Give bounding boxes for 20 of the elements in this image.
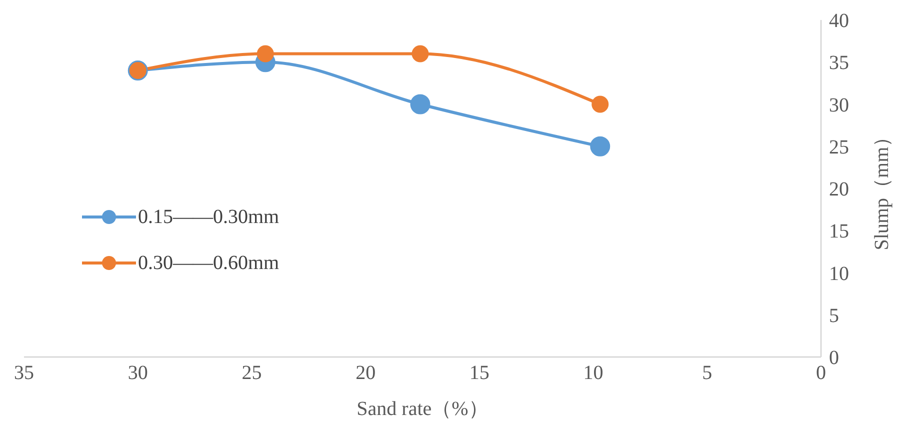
y-tick-label: 20 (829, 178, 849, 201)
x-tick-label: 20 (356, 362, 376, 384)
x-tick-label: 5 (702, 362, 712, 384)
x-tick-label: 35 (14, 362, 34, 384)
y-tick-label: 10 (829, 262, 849, 285)
y-tick-label: 35 (829, 52, 849, 74)
y-tick-label: 25 (829, 136, 849, 158)
y-tick-label: 30 (829, 94, 849, 116)
y-tick-label: 40 (829, 10, 849, 32)
x-tick-label: 10 (583, 362, 604, 384)
legend-label: 0.30——0.60mm (138, 252, 280, 274)
x-tick-label: 15 (469, 362, 490, 384)
y-axis-title: Slump（mm） (871, 126, 894, 250)
legend-label: 0.15——0.30mm (138, 206, 280, 228)
y-tick-label: 15 (829, 220, 849, 243)
y-tick-label: 0 (829, 347, 839, 370)
x-tick-label: 25 (242, 362, 262, 384)
x-tick-label: 30 (128, 362, 148, 384)
x-axis-title: Sand rate（%） (356, 398, 488, 420)
y-tick-label: 5 (829, 304, 839, 327)
